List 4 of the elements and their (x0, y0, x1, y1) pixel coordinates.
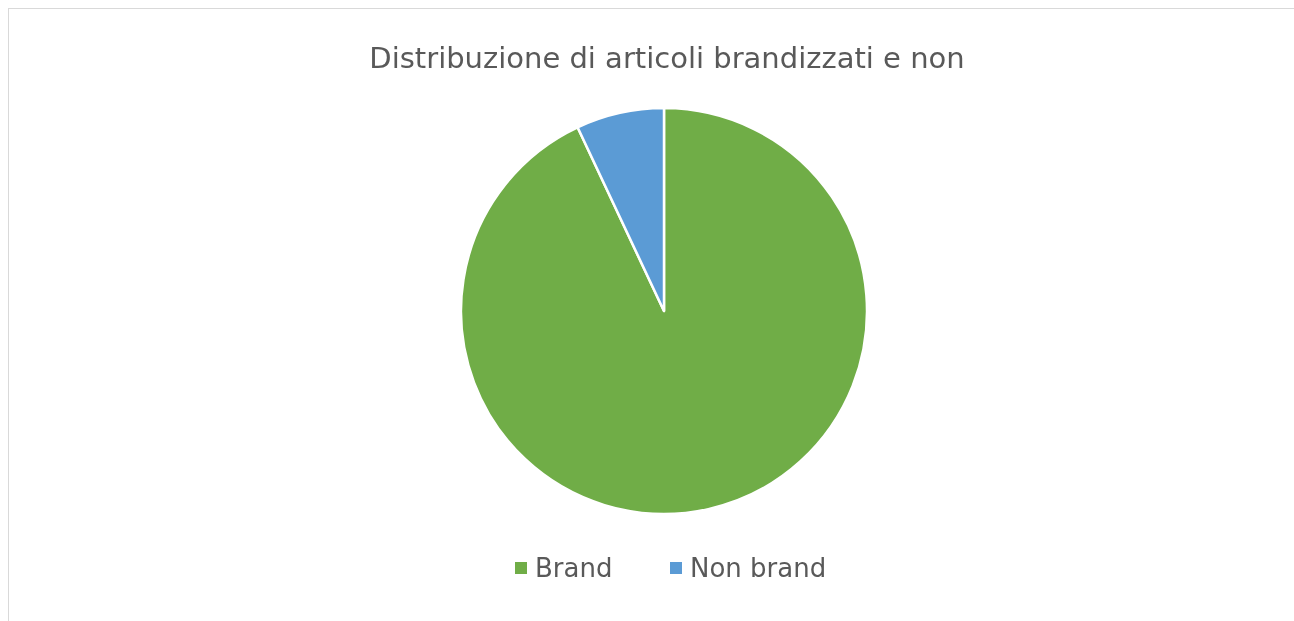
chart-title: Distribuzione di articoli brandizzati e non (369, 41, 965, 75)
legend-label: Brand (535, 553, 613, 583)
legend-label: Non brand (690, 553, 827, 583)
pie-slice (459, 106, 869, 516)
